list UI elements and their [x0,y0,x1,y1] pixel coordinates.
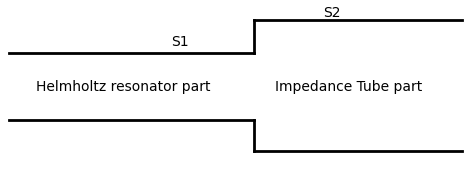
Text: Helmholtz resonator part: Helmholtz resonator part [36,80,210,94]
Text: Impedance Tube part: Impedance Tube part [275,80,422,94]
Text: S2: S2 [323,6,340,20]
Text: S1: S1 [171,35,189,49]
